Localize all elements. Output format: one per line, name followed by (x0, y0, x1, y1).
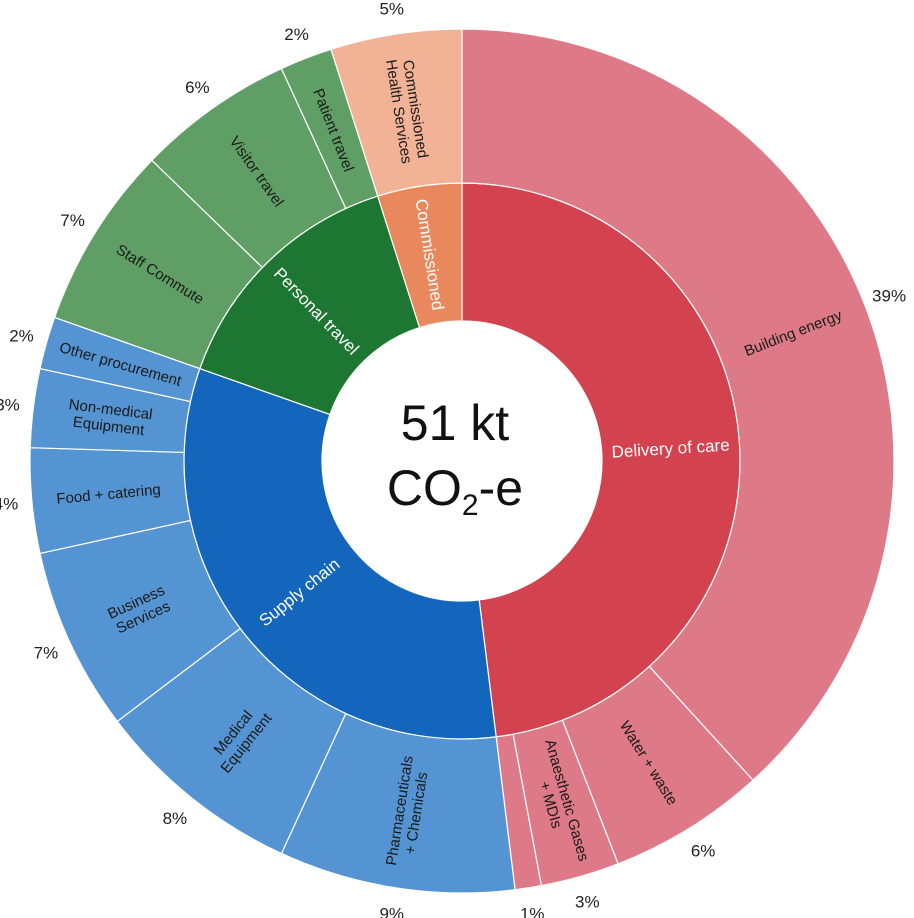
percent-label-water-waste: 6% (691, 841, 716, 860)
percent-label-staff-commute: 7% (60, 211, 85, 230)
outer-segment-building-energy (461, 28, 895, 782)
inner-ring (183, 182, 741, 740)
center-hole (322, 321, 602, 601)
percent-label-commissioned-health-services: 5% (379, 0, 404, 18)
percent-label-non-medical-equipment: 3% (0, 396, 20, 415)
percent-label-fleet-business-travel: 1% (520, 905, 545, 918)
center-unit-label: CO2-e (387, 460, 523, 522)
outer-ring (29, 28, 895, 894)
percent-label-business-services: 7% (34, 643, 59, 662)
percent-label-food-catering: 4% (0, 494, 18, 513)
percent-label-other-procurement: 2% (9, 327, 34, 346)
percent-label-visitor-travel: 6% (185, 78, 210, 97)
percent-label-patient-travel: 2% (284, 25, 309, 44)
center-total-label: 51 kt (401, 395, 510, 451)
percent-label-pharmaceuticals-chemicals: 9% (379, 905, 404, 918)
percent-label-medical-equipment: 8% (163, 809, 188, 828)
percent-label-building-energy: 39% (872, 287, 906, 306)
outer-segment-commissioned-health-services (330, 28, 463, 197)
percent-label-anaesthetic-gases-mdis: 3% (575, 893, 600, 912)
